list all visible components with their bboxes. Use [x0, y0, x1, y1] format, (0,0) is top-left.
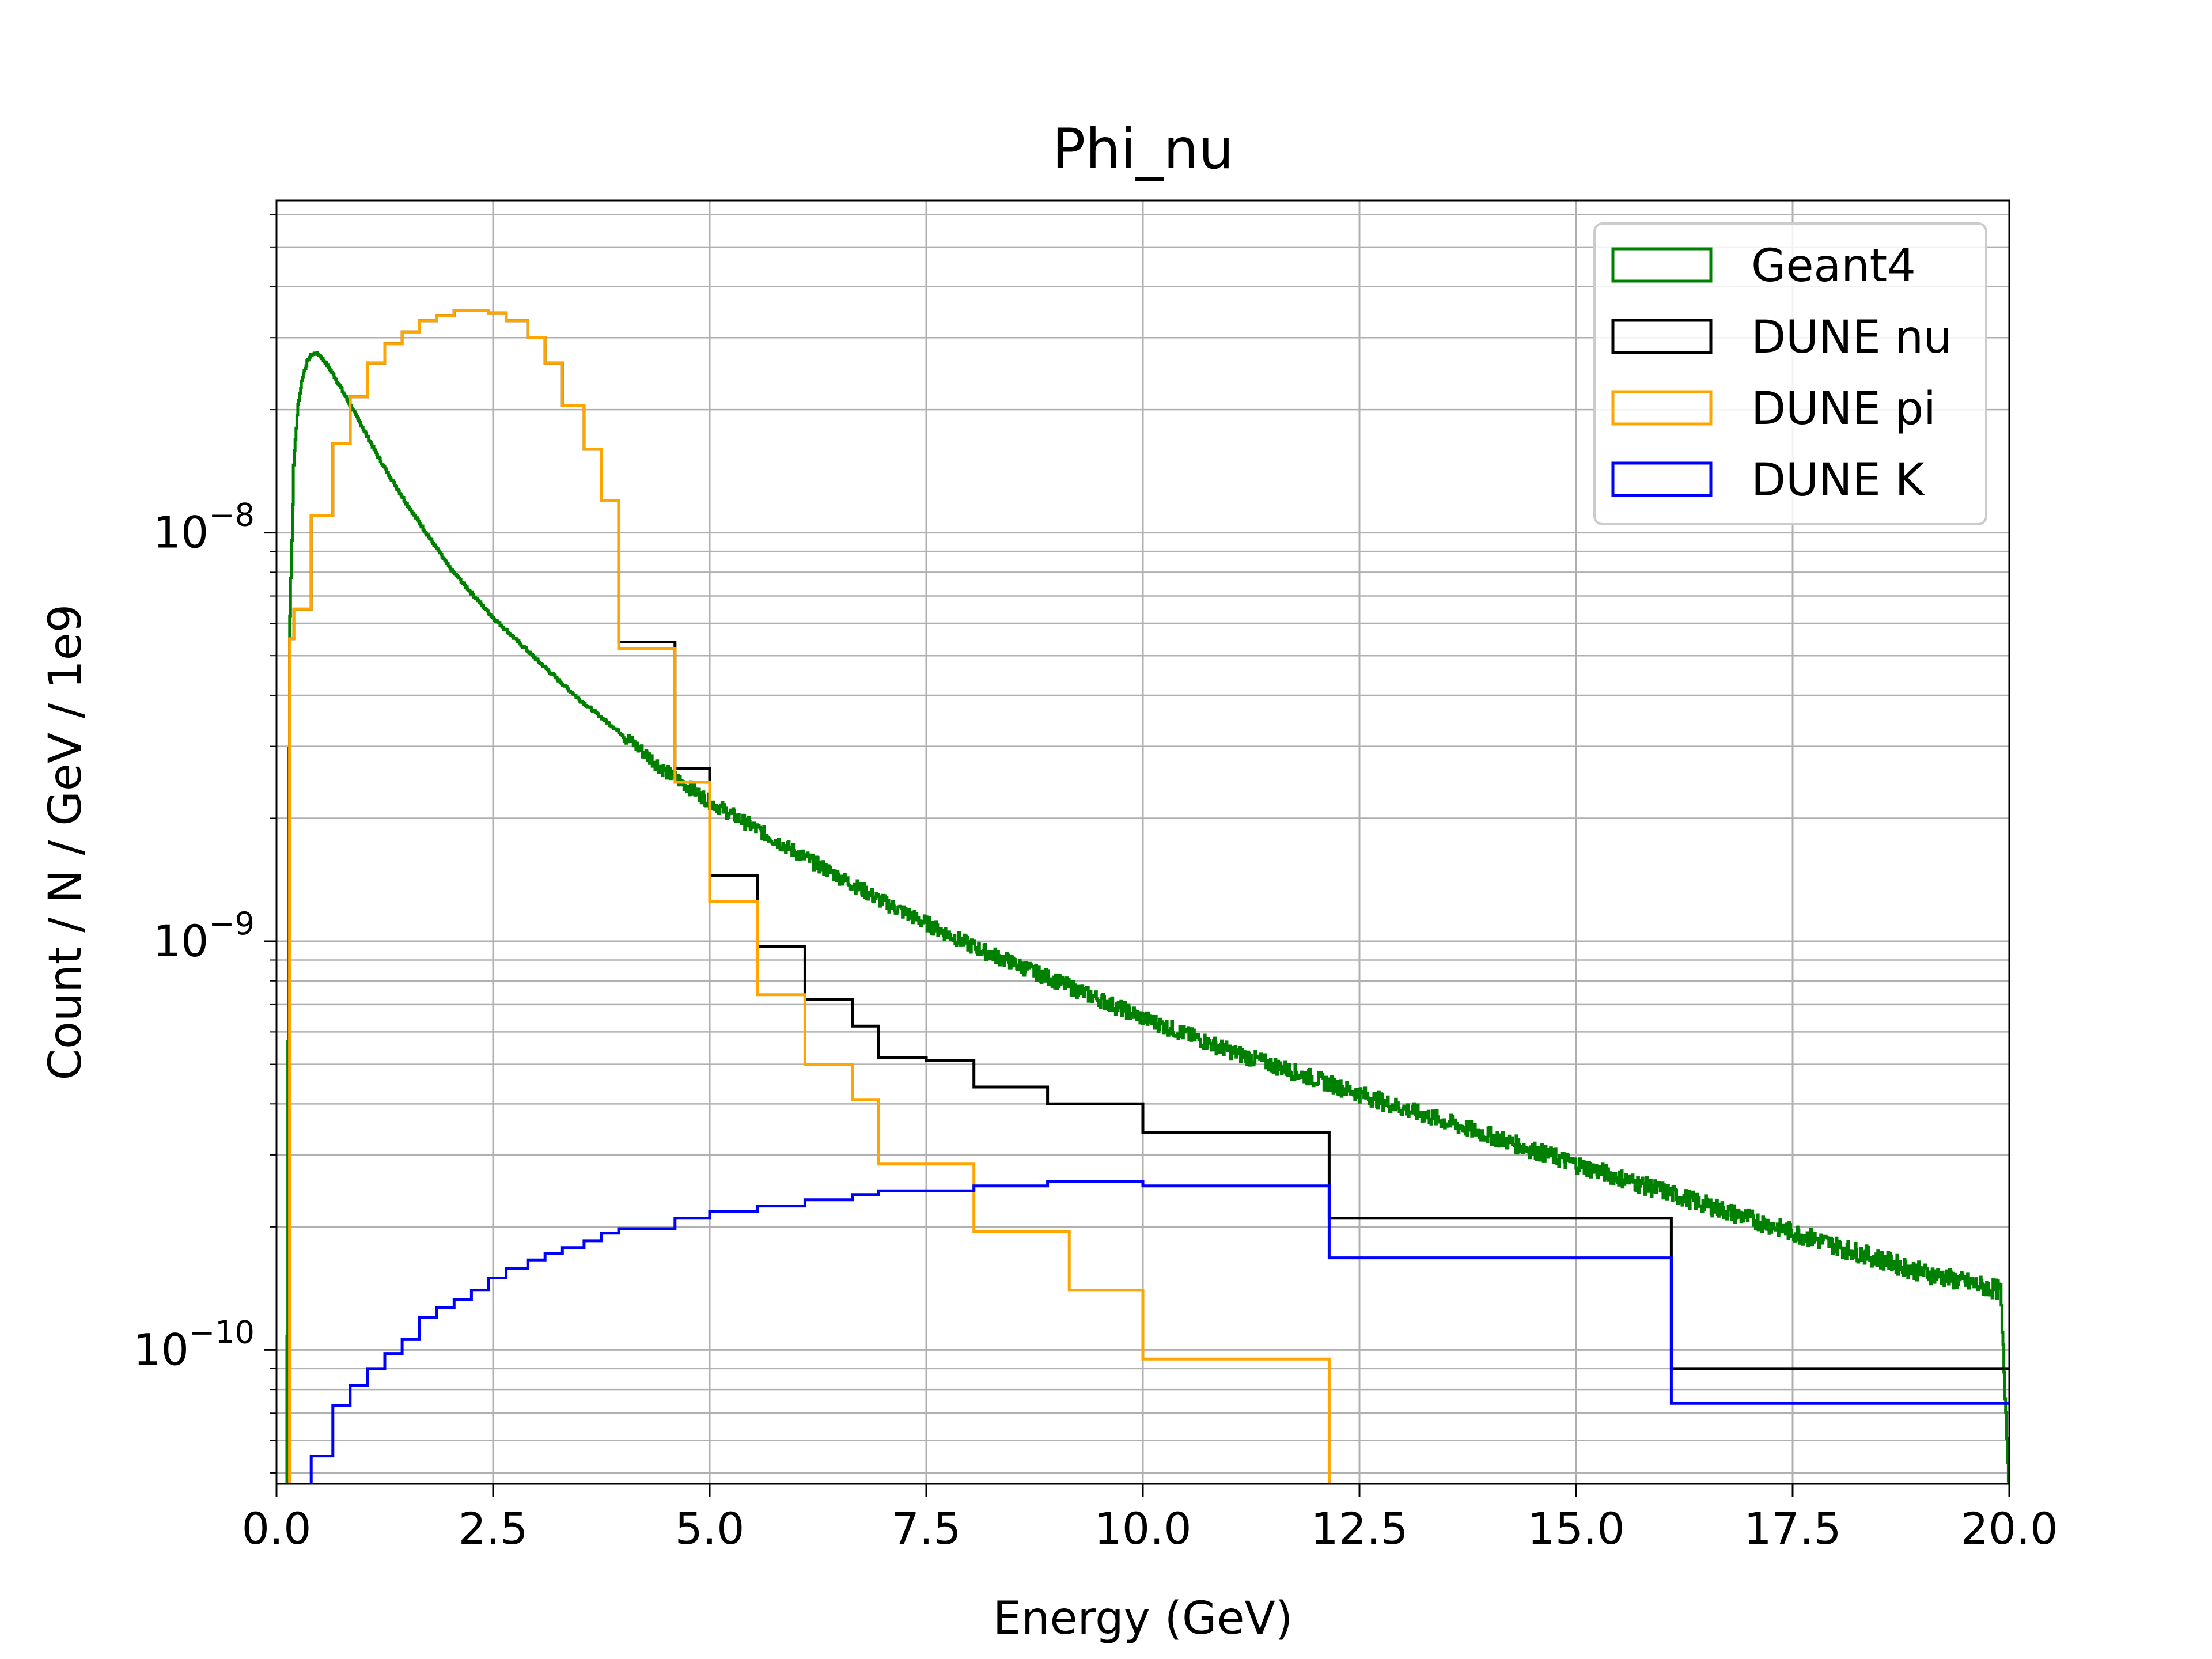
legend: Geant4 DUNE nu DUNE pi DUNE K — [1593, 222, 1987, 525]
y-tick-label: 10−10 — [133, 1314, 255, 1375]
legend-swatch — [1611, 390, 1713, 426]
x-tick-label: 5.0 — [675, 1503, 745, 1554]
legend-swatch — [1611, 461, 1713, 497]
legend-label: DUNE nu — [1751, 312, 1952, 363]
x-axis: 0.0 2.5 5.0 7.5 10.0 12.5 15.0 17.5 20.0 — [242, 1484, 2058, 1554]
chart-title: Phi_nu — [1052, 117, 1233, 181]
x-tick-label: 15.0 — [1527, 1503, 1624, 1554]
y-axis: 10−10 10−9 10−8 — [133, 214, 276, 1474]
legend-label: DUNE K — [1751, 454, 1926, 506]
x-tick-label: 12.5 — [1310, 1503, 1408, 1554]
y-tick-label: 10−9 — [153, 906, 255, 967]
series-dune-k — [309, 1180, 2009, 1484]
legend-swatch — [1611, 319, 1713, 354]
series-dune-pi — [288, 309, 1331, 1484]
legend-label: DUNE pi — [1751, 383, 1936, 435]
x-tick-label: 17.5 — [1744, 1503, 1841, 1554]
x-tick-label: 10.0 — [1094, 1503, 1191, 1554]
legend-swatch — [1611, 247, 1713, 283]
series-layer — [285, 309, 2009, 1484]
x-tick-label: 7.5 — [892, 1503, 961, 1554]
x-axis-label: Energy (GeV) — [993, 1593, 1293, 1645]
legend-label: Geant4 — [1751, 240, 1916, 292]
y-axis-label: Count / N / GeV / 1e9 — [40, 604, 92, 1081]
series-geant4 — [285, 351, 2009, 1484]
legend-box — [1593, 222, 1987, 525]
y-tick-label: 10−8 — [153, 497, 255, 558]
x-tick-label: 20.0 — [1960, 1503, 2058, 1554]
x-tick-label: 0.0 — [242, 1503, 312, 1554]
x-tick-label: 2.5 — [459, 1503, 528, 1554]
